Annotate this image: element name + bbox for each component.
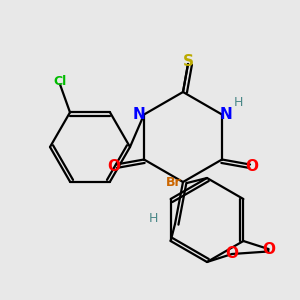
- Text: H: H: [233, 96, 243, 109]
- Text: N: N: [133, 107, 146, 122]
- Text: Br: Br: [166, 176, 182, 190]
- Text: N: N: [220, 107, 232, 122]
- Text: S: S: [182, 55, 194, 70]
- Text: H: H: [148, 212, 158, 226]
- Text: O: O: [262, 242, 275, 256]
- Text: Cl: Cl: [53, 75, 67, 88]
- Text: O: O: [226, 247, 238, 262]
- Text: O: O: [107, 159, 121, 174]
- Text: O: O: [245, 159, 259, 174]
